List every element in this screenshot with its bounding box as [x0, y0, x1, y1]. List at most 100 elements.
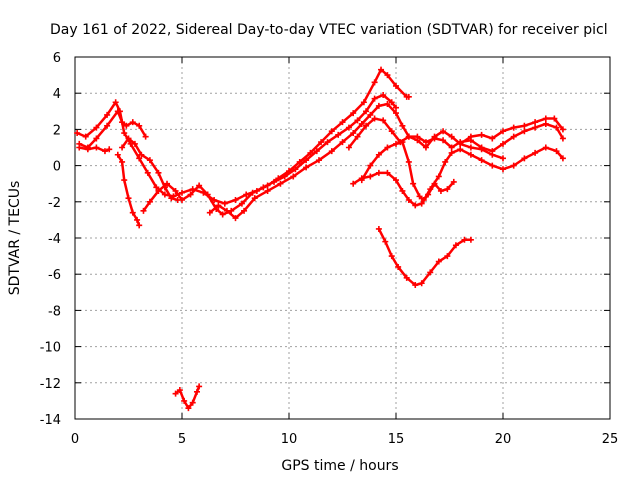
data-point	[129, 209, 136, 216]
y-tick-label: 2	[53, 123, 61, 138]
data-point	[393, 104, 399, 111]
y-tick-label: 6	[53, 51, 61, 66]
data-point	[176, 387, 183, 394]
data-point	[172, 390, 179, 397]
data-point	[393, 82, 399, 89]
data-point	[241, 207, 248, 214]
data-point	[393, 177, 399, 184]
data-point	[363, 108, 370, 115]
data-point	[206, 209, 213, 216]
data-point	[478, 144, 485, 151]
data-point	[313, 148, 320, 155]
series-1	[76, 108, 149, 151]
data-point	[185, 405, 192, 412]
series-9	[350, 169, 457, 209]
data-point	[179, 189, 185, 196]
data-point	[204, 191, 211, 198]
data-point	[399, 187, 406, 194]
data-point	[416, 193, 423, 200]
data-point	[360, 99, 367, 106]
data-point	[181, 397, 188, 404]
data-point	[271, 178, 278, 185]
data-point	[384, 72, 391, 79]
data-point	[521, 155, 528, 162]
data-point	[500, 128, 506, 135]
y-tick-label: -10	[40, 341, 61, 356]
series-line	[458, 117, 565, 146]
data-point	[448, 149, 455, 156]
series-4	[119, 135, 181, 203]
data-point	[345, 144, 352, 151]
data-point	[119, 119, 126, 126]
data-point	[106, 146, 113, 153]
x-tick-label: 10	[281, 432, 298, 447]
series-8	[358, 139, 566, 203]
data-point	[264, 187, 271, 194]
data-point	[136, 122, 143, 129]
data-point	[363, 122, 370, 129]
data-point	[559, 155, 566, 162]
data-point	[155, 187, 162, 194]
data-point	[125, 195, 132, 202]
data-point	[510, 133, 517, 140]
data-point	[138, 151, 145, 158]
data-point	[478, 157, 485, 164]
data-point	[238, 200, 245, 207]
data-point	[410, 180, 417, 187]
data-point	[405, 196, 412, 203]
data-point	[384, 101, 391, 108]
data-point	[371, 95, 378, 102]
grid	[75, 57, 610, 419]
data-point	[121, 177, 128, 184]
data-point	[405, 158, 412, 165]
data-point	[375, 169, 382, 176]
data-point	[193, 388, 200, 395]
series-6	[206, 101, 506, 222]
data-point	[232, 215, 239, 222]
y-tick-label: -12	[40, 377, 61, 392]
data-point	[375, 151, 382, 158]
data-point	[221, 200, 228, 207]
data-point	[382, 238, 389, 245]
data-point	[101, 148, 108, 155]
data-point	[422, 139, 429, 146]
data-point	[104, 111, 111, 118]
data-point	[367, 111, 374, 118]
data-point	[388, 253, 395, 260]
data-point	[290, 173, 297, 180]
data-point	[412, 282, 419, 289]
data-point	[395, 263, 402, 270]
data-point	[328, 148, 335, 155]
y-tick-label: 0	[53, 160, 61, 175]
data-point	[448, 133, 455, 140]
data-point	[358, 120, 365, 127]
series-line	[120, 137, 179, 202]
data-point	[461, 236, 468, 243]
data-point	[350, 110, 357, 117]
data-point	[435, 258, 442, 265]
series-10	[457, 115, 566, 147]
data-point	[405, 93, 412, 100]
data-point	[489, 148, 496, 155]
y-axis-label: SDTVAR / TECUs	[7, 181, 23, 296]
data-point	[93, 144, 100, 151]
data-point	[437, 187, 444, 194]
plot-area	[74, 66, 566, 412]
data-point	[405, 133, 412, 140]
data-point	[553, 124, 560, 131]
data-point	[444, 253, 451, 260]
series-line	[360, 140, 565, 202]
data-point	[444, 186, 451, 193]
x-tick-label: 0	[71, 432, 79, 447]
data-point	[354, 133, 361, 140]
series-line	[78, 110, 147, 149]
data-point	[380, 117, 387, 124]
data-point	[542, 115, 549, 122]
data-point	[559, 126, 566, 133]
data-point	[418, 200, 425, 207]
data-point	[431, 180, 438, 187]
data-point	[215, 202, 222, 209]
data-point	[324, 139, 331, 146]
data-point	[134, 216, 141, 223]
y-tick-label: -2	[48, 196, 61, 211]
